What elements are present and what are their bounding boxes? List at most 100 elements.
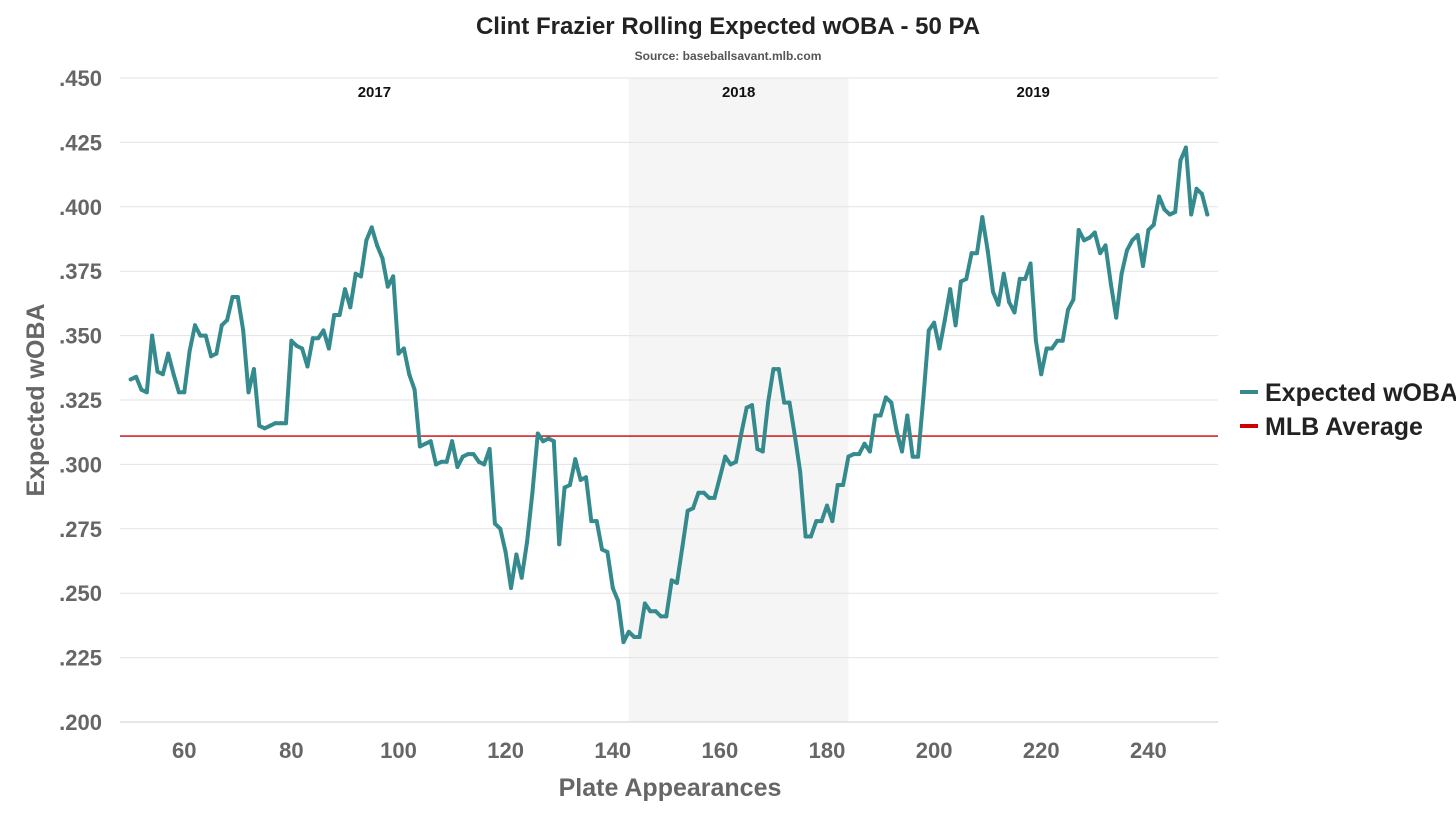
data-point bbox=[819, 519, 824, 524]
data-point bbox=[198, 333, 203, 338]
data-point bbox=[766, 400, 771, 405]
data-point bbox=[412, 387, 417, 392]
y-axis-label: Expected wOBA bbox=[22, 303, 50, 496]
data-point bbox=[707, 495, 712, 500]
data-point bbox=[1178, 158, 1183, 163]
data-point bbox=[380, 256, 385, 261]
data-point bbox=[787, 400, 792, 405]
y-tick-label: .375 bbox=[59, 259, 102, 284]
data-point bbox=[557, 542, 562, 547]
data-point bbox=[1199, 191, 1204, 196]
data-point bbox=[1157, 194, 1162, 199]
data-point bbox=[605, 549, 610, 554]
x-tick-label: 240 bbox=[1130, 738, 1167, 763]
data-point bbox=[428, 439, 433, 444]
data-point bbox=[1173, 209, 1178, 214]
y-tick-label: .425 bbox=[59, 130, 102, 155]
data-point bbox=[835, 483, 840, 488]
data-point bbox=[1017, 276, 1022, 281]
data-point bbox=[310, 336, 315, 341]
data-point bbox=[750, 403, 755, 408]
season-label: 2019 bbox=[1017, 84, 1050, 101]
data-point bbox=[782, 400, 787, 405]
data-point bbox=[948, 287, 953, 292]
data-point bbox=[589, 519, 594, 524]
data-point bbox=[594, 519, 599, 524]
data-point bbox=[225, 318, 230, 323]
data-point bbox=[273, 421, 278, 426]
y-tick-label: .225 bbox=[59, 646, 102, 671]
data-point bbox=[1135, 233, 1140, 238]
data-point bbox=[1151, 222, 1156, 227]
season-label: 2018 bbox=[722, 84, 755, 101]
data-point bbox=[230, 294, 235, 299]
data-point bbox=[648, 609, 653, 614]
data-point bbox=[883, 395, 888, 400]
x-tick-label: 120 bbox=[487, 738, 524, 763]
y-tick-label: .350 bbox=[59, 324, 102, 349]
data-point bbox=[996, 302, 1001, 307]
data-point bbox=[1141, 264, 1146, 269]
data-point bbox=[958, 279, 963, 284]
data-point bbox=[289, 338, 294, 343]
legend-label-expected-woba: Expected wOBA bbox=[1265, 379, 1456, 407]
data-point bbox=[134, 374, 139, 379]
legend: Expected wOBA MLB Average bbox=[1240, 379, 1456, 441]
data-point bbox=[337, 312, 342, 317]
data-point bbox=[953, 323, 958, 328]
data-point bbox=[814, 519, 819, 524]
data-point bbox=[1114, 315, 1119, 320]
data-point bbox=[878, 413, 883, 418]
data-point bbox=[964, 276, 969, 281]
data-point bbox=[867, 449, 872, 454]
data-point bbox=[176, 390, 181, 395]
data-point bbox=[691, 506, 696, 511]
data-point bbox=[894, 428, 899, 433]
data-point bbox=[669, 578, 674, 583]
x-tick-label: 180 bbox=[809, 738, 846, 763]
data-point bbox=[621, 640, 626, 645]
data-point bbox=[562, 485, 567, 490]
data-point bbox=[808, 534, 813, 539]
data-point bbox=[541, 439, 546, 444]
data-point bbox=[476, 459, 481, 464]
data-point bbox=[251, 367, 256, 372]
data-point bbox=[873, 413, 878, 418]
x-tick-label: 140 bbox=[594, 738, 631, 763]
data-point bbox=[139, 387, 144, 392]
data-point bbox=[316, 336, 321, 341]
data-point bbox=[985, 248, 990, 253]
chart-subtitle: Source: baseballsavant.mlb.com bbox=[635, 49, 822, 63]
data-point bbox=[492, 521, 497, 526]
data-point bbox=[1044, 346, 1049, 351]
y-tick-label: .200 bbox=[59, 710, 102, 735]
data-point bbox=[632, 634, 637, 639]
data-point bbox=[1012, 310, 1017, 315]
data-point bbox=[209, 354, 214, 359]
data-point bbox=[717, 475, 722, 480]
data-point bbox=[1001, 271, 1006, 276]
data-point bbox=[1162, 207, 1167, 212]
data-point bbox=[471, 452, 476, 457]
x-axis-ticks: 60 80 100 120 140 160 180 200 220 240 bbox=[172, 738, 1167, 763]
data-point bbox=[396, 351, 401, 356]
data-point bbox=[150, 333, 155, 338]
data-point bbox=[482, 462, 487, 467]
data-point bbox=[728, 462, 733, 467]
data-point bbox=[326, 346, 331, 351]
data-point bbox=[830, 519, 835, 524]
data-point bbox=[417, 444, 422, 449]
data-point bbox=[1087, 235, 1092, 240]
data-point bbox=[905, 413, 910, 418]
data-point bbox=[932, 320, 937, 325]
data-point bbox=[926, 328, 931, 333]
data-point bbox=[444, 459, 449, 464]
x-tick-label: 100 bbox=[380, 738, 417, 763]
data-point bbox=[771, 367, 776, 372]
data-point bbox=[460, 454, 465, 459]
data-point bbox=[551, 439, 556, 444]
data-point bbox=[685, 508, 690, 513]
data-point bbox=[1039, 372, 1044, 377]
data-point bbox=[128, 377, 133, 382]
